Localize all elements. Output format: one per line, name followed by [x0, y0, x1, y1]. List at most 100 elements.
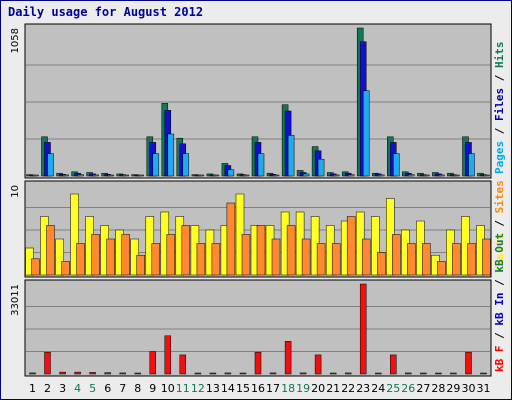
bar-visits [70, 193, 79, 276]
bar-pages [47, 153, 54, 177]
bar-kb-f [224, 372, 232, 375]
bar-sites [346, 216, 356, 276]
bar-sites [196, 243, 206, 276]
bar-kb-f [269, 372, 277, 375]
bar-sites [271, 238, 281, 276]
bar-sites [61, 261, 70, 276]
panel-hits-legend: Pages / Files / Hits [493, 42, 506, 175]
x-tick-label: 17 [266, 382, 280, 395]
bar-sites [331, 243, 341, 276]
bar-pages [227, 169, 235, 177]
bar-pages [302, 173, 310, 177]
bar-pages [347, 174, 355, 177]
bar-kb-f [465, 351, 472, 375]
bar-pages [378, 174, 385, 177]
panel-visits: 10 Visits / Sites [10, 180, 506, 278]
x-tick-label: 28 [431, 382, 445, 395]
panel-visits-legend: Visits / Sites [493, 180, 506, 273]
bar-pages [438, 174, 445, 177]
bar-sites [226, 202, 236, 276]
bar-kb-f [164, 335, 172, 375]
x-tick-label: 5 [89, 382, 96, 395]
bar-kb-f [405, 372, 412, 375]
x-tick-label: 3 [59, 382, 66, 395]
bar-visits [371, 216, 380, 276]
bar-visits [55, 238, 64, 276]
legend-entry: Pages [493, 141, 506, 174]
legend-entry: / [493, 213, 506, 233]
x-tick-label: 29 [446, 382, 460, 395]
x-tick-label: 23 [356, 382, 370, 395]
bar-pages [332, 174, 340, 177]
bar-kb-f [420, 372, 427, 375]
panel-kbytes-legend: kB F / kB In / kB Out [493, 233, 506, 372]
bar-sites [437, 261, 446, 276]
bar-pages [62, 174, 69, 177]
x-tick-label: 7 [119, 382, 126, 395]
bar-sites [301, 238, 311, 276]
x-tick-label: 10 [161, 382, 175, 395]
legend-entry: kB In [493, 293, 506, 326]
bar-pages [423, 174, 430, 177]
x-tick-label: 6 [104, 382, 111, 395]
panel-hits: 1058 Pages / Files / Hits [10, 23, 506, 179]
bar-sites [91, 234, 100, 276]
x-tick-label: 9 [149, 382, 156, 395]
panel-hits-ymax-label: 1058 [10, 28, 21, 53]
bar-kb-f [74, 371, 81, 375]
bar-pages [137, 174, 144, 177]
bar-kb-f [194, 372, 202, 375]
chart-title: Daily usage for August 2012 [8, 5, 203, 19]
bar-pages [453, 174, 460, 177]
legend-entry: / [493, 68, 506, 88]
bar-sites [76, 243, 85, 276]
bar-kb-f [179, 354, 187, 375]
bar-kb-f [314, 354, 322, 375]
bar-pages [92, 174, 99, 177]
bar-kb-f [209, 372, 217, 375]
bar-sites [467, 243, 476, 276]
panel-kbytes-ymax-label: 33011 [10, 284, 21, 316]
bar-sites [482, 238, 491, 276]
bar-sites [392, 234, 401, 276]
bar-sites [211, 243, 221, 276]
x-tick-label: 8 [134, 382, 141, 395]
bar-kb-f [134, 372, 141, 375]
bar-sites [286, 225, 296, 276]
bar-kb-f [254, 351, 262, 375]
bar-sites [256, 225, 266, 276]
bar-kb-f [329, 372, 337, 375]
bar-kb-f [29, 372, 36, 375]
bar-kb-f [450, 372, 457, 375]
bar-kb-f [149, 351, 157, 375]
bar-pages [287, 135, 295, 177]
legend-entry: Visits [493, 233, 506, 273]
x-tick-label: 15 [236, 382, 250, 395]
x-tick-label: 22 [341, 382, 355, 395]
bar-pages [408, 174, 415, 177]
bar-sites [166, 234, 176, 276]
bar-kb-f [299, 372, 307, 375]
bar-pages [272, 174, 280, 177]
x-tick-label: 30 [462, 382, 476, 395]
bar-sites [452, 243, 461, 276]
x-tick-label: 11 [176, 382, 190, 395]
bar-kb-f [59, 371, 66, 375]
bar-pages [197, 174, 205, 177]
x-tick-label: 18 [281, 382, 295, 395]
bar-sites [106, 238, 115, 276]
bar-pages [257, 153, 265, 177]
bar-pages [483, 174, 490, 177]
legend-entry: Hits [493, 42, 506, 69]
x-tick-label: 4 [74, 382, 81, 395]
x-tick-label: 31 [477, 382, 491, 395]
bar-pages [167, 133, 175, 177]
bar-kb-f [480, 372, 487, 375]
bar-sites [422, 243, 431, 276]
bar-pages [317, 158, 325, 177]
bar-sites [151, 243, 161, 276]
x-tick-label: 14 [221, 382, 235, 395]
bar-sites [377, 252, 386, 276]
bar-sites [31, 258, 40, 276]
